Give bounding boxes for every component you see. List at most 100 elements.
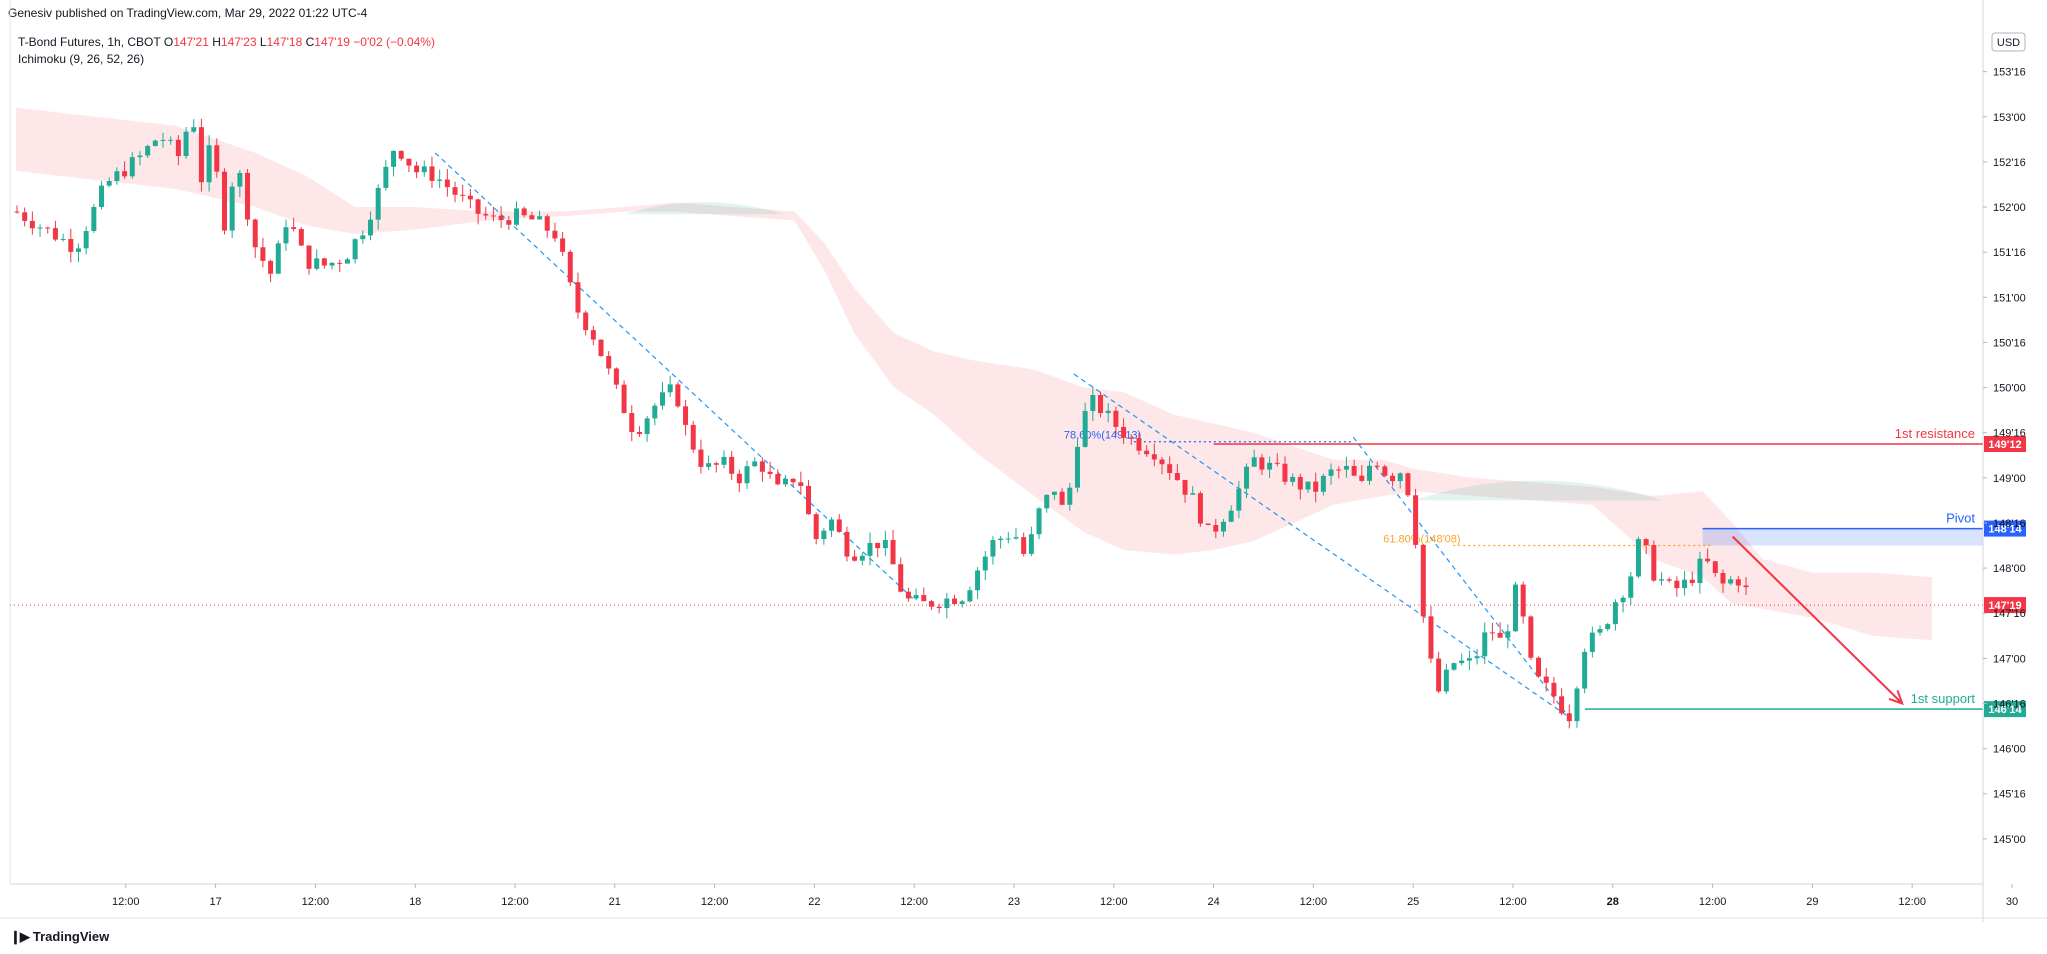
candle-bearish (122, 171, 128, 177)
close-key: C (305, 35, 315, 49)
candle-bullish (129, 157, 135, 177)
candle-bullish (360, 235, 366, 240)
candle-bearish (1666, 579, 1672, 581)
candle-bearish (45, 227, 51, 229)
candle-bearish (875, 542, 881, 549)
candle-bearish (567, 251, 573, 283)
candle-bearish (214, 145, 220, 172)
time-tick-label: 25 (1407, 896, 1419, 908)
candle-bearish (1136, 437, 1142, 451)
candle-bearish (1528, 616, 1534, 658)
candle-bullish (1343, 465, 1349, 470)
candle-bullish (1082, 410, 1088, 447)
candle-bullish (975, 570, 981, 591)
price-tick-label: 153'00 (1993, 112, 2026, 124)
candle-bearish (1059, 491, 1065, 505)
candle-bearish (790, 478, 796, 483)
candle-bullish (283, 227, 289, 244)
candle-bullish (1451, 663, 1457, 670)
candle-bullish (537, 216, 543, 220)
candle-bullish (352, 239, 358, 260)
candle-bearish (1559, 696, 1565, 714)
price-tick-label: 146'16 (1993, 698, 2026, 710)
candle-bullish (1190, 493, 1196, 495)
candle-bullish (1005, 538, 1011, 540)
time-tick-label: 12:00 (1300, 896, 1328, 908)
candle-bearish (1735, 579, 1741, 586)
candle-bearish (621, 384, 627, 414)
candle-bearish (1497, 632, 1503, 638)
candle-bearish (1274, 462, 1280, 464)
candle-bearish (467, 195, 473, 200)
candle-bullish (1366, 465, 1372, 481)
candle-bullish (752, 461, 758, 467)
current-price-tag-label: 147'19 (1988, 600, 2021, 612)
tradingview-logo-icon: ❙▶ (10, 929, 30, 944)
candle-bullish (1459, 660, 1465, 664)
candle-bullish (1267, 462, 1273, 470)
time-tick-label: 30 (2006, 896, 2018, 908)
indicator-label[interactable]: Ichimoku (9, 26, 52, 26) (18, 52, 145, 66)
time-tick-label: 28 (1607, 896, 1619, 908)
time-tick-label: 23 (1008, 896, 1020, 908)
candle-bullish (882, 539, 888, 549)
candle-bullish (1505, 631, 1511, 638)
level-price-tag (1984, 435, 2026, 452)
candle-bearish (836, 519, 842, 532)
candle-bearish (521, 208, 527, 216)
candle-bullish (60, 238, 66, 240)
candle-bullish (183, 131, 189, 156)
candle-bearish (414, 165, 420, 173)
candle-bearish (905, 591, 911, 599)
high-key: H (212, 35, 221, 49)
tradingview-logo[interactable]: ❙▶ TradingView (10, 929, 109, 945)
candle-bullish (1443, 669, 1449, 692)
candle-bearish (1113, 410, 1119, 427)
candle-bullish (1220, 521, 1226, 532)
level-price-tag-label: 148'14 (1988, 524, 2022, 536)
candle-bearish (613, 368, 619, 385)
candle-bearish (1712, 561, 1718, 574)
candle-bearish (1551, 682, 1557, 697)
publisher-header: Genesiv published on TradingView.com, Ma… (8, 6, 368, 20)
price-tick-label: 149'00 (1993, 473, 2026, 485)
time-tick-label: 29 (1806, 896, 1818, 908)
fib-level-label: 61.80%(148'08) (1383, 534, 1460, 546)
candle-bullish (383, 166, 389, 188)
candle-bearish (444, 179, 450, 188)
candle-bearish (198, 127, 204, 183)
price-tick-label: 151'16 (1993, 247, 2026, 259)
candle-bullish (1697, 558, 1703, 584)
time-tick-label: 12:00 (501, 896, 529, 908)
time-tick-label: 12:00 (302, 896, 330, 908)
candle-bullish (1228, 510, 1234, 522)
candle-bullish (644, 418, 650, 434)
candle-bullish (106, 180, 112, 186)
currency-label: USD (1997, 37, 2020, 49)
candle-bearish (1128, 437, 1134, 439)
axes-layer: USD145'00145'16146'00146'16147'00147'161… (0, 0, 2047, 922)
drawing-tools: 78.60%(149'13) 61.80%(148'08) (434, 152, 1713, 718)
fib-trend-line (434, 152, 915, 601)
price-tick-label: 145'00 (1993, 834, 2026, 846)
candle-bearish (1543, 676, 1549, 683)
candle-bearish (806, 485, 812, 515)
price-tick-label: 152'16 (1993, 157, 2026, 169)
candle-bearish (1351, 465, 1357, 476)
candle-bearish (1720, 573, 1726, 584)
candle-bearish (921, 595, 927, 602)
candle-bullish (1620, 597, 1626, 603)
time-tick-label: 18 (409, 896, 421, 908)
candle-bearish (175, 139, 181, 156)
time-tick-label: 17 (209, 896, 221, 908)
symbol-label[interactable]: T-Bond Futures, 1h, CBOT (18, 35, 161, 49)
candle-bullish (998, 538, 1004, 541)
candle-bearish (406, 158, 412, 166)
candle-bullish (152, 140, 158, 146)
candle-bullish (660, 392, 666, 406)
candle-bearish (529, 215, 535, 220)
candle-bullish (37, 227, 43, 229)
candle-bullish (168, 139, 174, 141)
time-tick-label: 24 (1207, 896, 1219, 908)
